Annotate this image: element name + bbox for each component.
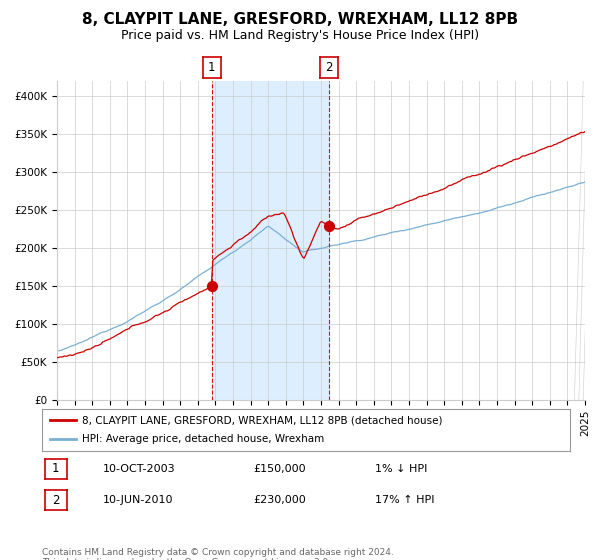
Text: 10-OCT-2003: 10-OCT-2003 [103, 464, 175, 474]
Text: £230,000: £230,000 [253, 495, 306, 505]
Text: 2: 2 [52, 493, 59, 507]
Text: 2: 2 [325, 61, 332, 74]
Text: 8, CLAYPIT LANE, GRESFORD, WREXHAM, LL12 8PB: 8, CLAYPIT LANE, GRESFORD, WREXHAM, LL12… [82, 12, 518, 27]
Text: 1: 1 [208, 61, 215, 74]
Point [324, 221, 334, 230]
Text: Price paid vs. HM Land Registry's House Price Index (HPI): Price paid vs. HM Land Registry's House … [121, 29, 479, 42]
Text: 17% ↑ HPI: 17% ↑ HPI [374, 495, 434, 505]
Text: 1% ↓ HPI: 1% ↓ HPI [374, 464, 427, 474]
Text: 1: 1 [52, 462, 59, 475]
Text: 10-JUN-2010: 10-JUN-2010 [103, 495, 173, 505]
Text: HPI: Average price, detached house, Wrexham: HPI: Average price, detached house, Wrex… [82, 435, 324, 445]
Text: 8, CLAYPIT LANE, GRESFORD, WREXHAM, LL12 8PB (detached house): 8, CLAYPIT LANE, GRESFORD, WREXHAM, LL12… [82, 415, 442, 425]
Text: Contains HM Land Registry data © Crown copyright and database right 2024.
This d: Contains HM Land Registry data © Crown c… [42, 548, 394, 560]
Text: £150,000: £150,000 [253, 464, 306, 474]
Point [207, 282, 217, 291]
Bar [212, 81, 329, 400]
